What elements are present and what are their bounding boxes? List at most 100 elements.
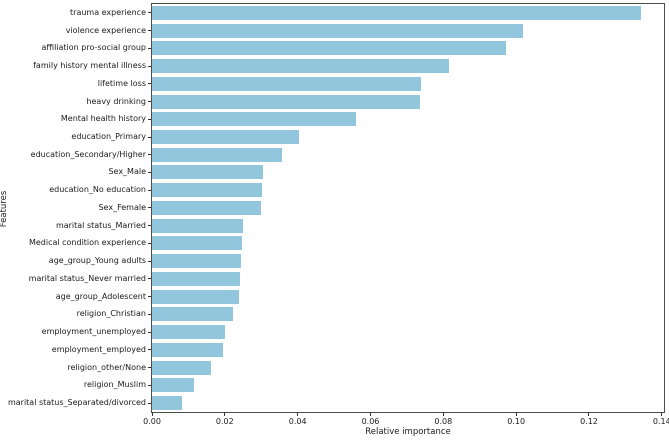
- y-tick-label: marital status_Married: [55, 220, 146, 230]
- y-tick-row: age_group_Young adults: [0, 252, 152, 270]
- bar-row: [152, 394, 664, 412]
- y-tick-row: Sex_Male: [0, 164, 152, 182]
- y-tick-label: education_Secondary/Higher: [30, 149, 146, 159]
- x-tick-label: 0.12: [580, 417, 598, 426]
- bar-row: [152, 323, 664, 341]
- y-tick-label: education_No education: [49, 185, 146, 195]
- y-tick-row: age_group_Adolescent: [0, 288, 152, 306]
- y-tick-mark: [148, 207, 152, 209]
- bar-row: [152, 270, 664, 288]
- bar: [152, 360, 211, 375]
- y-tick-label: religion_Muslim: [83, 380, 146, 390]
- y-tick-row: education_No education: [0, 181, 152, 199]
- bar-row: [152, 75, 664, 93]
- y-tick-mark: [148, 65, 152, 67]
- bar: [152, 112, 356, 127]
- y-tick-mark: [148, 225, 152, 227]
- y-tick-mark: [148, 118, 152, 120]
- bar: [152, 130, 300, 144]
- bar: [152, 183, 262, 198]
- y-tick-mark: [148, 313, 152, 315]
- y-tick-row: family history mental illness: [0, 57, 152, 75]
- bar: [152, 5, 642, 20]
- bar-row: [152, 128, 664, 146]
- y-tick-label: Sex_Male: [108, 167, 146, 177]
- x-tick-mark: [515, 412, 517, 416]
- bar: [152, 236, 243, 251]
- x-tick-label: 0.00: [143, 417, 161, 426]
- bar: [152, 396, 182, 411]
- bar: [152, 307, 234, 322]
- y-tick-mark: [148, 30, 152, 32]
- bar: [152, 289, 239, 304]
- y-tick-label: affiliation pro-social group: [41, 43, 146, 53]
- bar: [152, 94, 420, 109]
- y-tick-label: religion_Christian: [76, 309, 146, 319]
- y-tick-label: age_group_Adolescent: [55, 291, 146, 301]
- y-tick-row: religion_other/None: [0, 359, 152, 377]
- y-tick-row: education_Primary: [0, 128, 152, 146]
- y-tick-label: violence experience: [65, 25, 146, 35]
- x-axis: 0.00 0.02 0.04 0.06 0.08 0.10 0.12 0.14: [143, 412, 669, 434]
- y-tick-mark: [148, 101, 152, 103]
- y-tick-mark: [148, 136, 152, 138]
- y-tick-row: lifetime loss: [0, 75, 152, 93]
- y-tick-label: trauma experience: [70, 7, 146, 17]
- x-tick-mark: [224, 412, 226, 416]
- y-tick-mark: [148, 171, 152, 173]
- bar-row: [152, 305, 664, 323]
- y-tick-row: violence experience: [0, 22, 152, 40]
- bar: [152, 325, 225, 340]
- bar-row: [152, 341, 664, 359]
- y-tick-labels: trauma experience violence experience affi…: [0, 4, 152, 412]
- y-tick-row: trauma experience: [0, 4, 152, 22]
- x-tick-mark: [151, 412, 153, 416]
- bar: [152, 378, 195, 393]
- y-tick-mark: [148, 278, 152, 280]
- x-axis-label: Relative importance: [365, 427, 451, 437]
- y-tick-label: education_Primary: [71, 132, 146, 141]
- bar: [152, 200, 261, 215]
- y-tick-label: marital status_Never married: [28, 273, 146, 283]
- y-tick-label: age_group_Young adults: [48, 256, 146, 266]
- y-tick-label: Sex_Female: [98, 202, 146, 212]
- y-tick-label: religion_other/None: [67, 362, 146, 372]
- y-tick-label: Medical condition experience: [28, 238, 146, 248]
- y-tick-mark: [148, 47, 152, 49]
- y-tick-row: employment_employed: [0, 341, 152, 359]
- y-tick-row: marital status_Separated/divorced: [0, 394, 152, 412]
- y-tick-row: marital status_Married: [0, 217, 152, 235]
- y-tick-row: heavy drinking: [0, 93, 152, 111]
- bar: [152, 271, 240, 286]
- bar: [152, 41, 506, 56]
- y-tick-label: employment_unemployed: [41, 327, 146, 337]
- bar-row: [152, 22, 664, 40]
- x-tick-label: 0.10: [507, 417, 526, 426]
- bar-row: [152, 110, 664, 128]
- y-tick-mark: [148, 384, 152, 386]
- y-tick-mark: [148, 296, 152, 298]
- bar: [152, 254, 241, 269]
- bar-row: [152, 288, 664, 306]
- x-tick-mark: [442, 412, 444, 416]
- bar-row: [152, 4, 664, 22]
- y-tick-row: Mental health history: [0, 110, 152, 128]
- bar-row: [152, 57, 664, 75]
- bar: [152, 59, 450, 74]
- bar-row: [152, 146, 664, 164]
- y-tick-row: Sex_Female: [0, 199, 152, 217]
- bar-row: [152, 252, 664, 270]
- x-tick-mark: [297, 412, 299, 416]
- bar-row: [152, 164, 664, 182]
- bar: [152, 147, 282, 162]
- x-tick-mark: [588, 412, 590, 416]
- y-tick-row: religion_Christian: [0, 305, 152, 323]
- y-tick-row: religion_Muslim: [0, 376, 152, 394]
- y-tick-mark: [148, 154, 152, 156]
- x-tick-mark: [661, 412, 663, 416]
- bar: [152, 342, 224, 357]
- y-tick-label: employment_employed: [51, 344, 146, 354]
- y-tick-row: Medical condition experience: [0, 235, 152, 253]
- x-tick-mark: [369, 412, 371, 416]
- x-tick-label: 0.02: [215, 417, 234, 426]
